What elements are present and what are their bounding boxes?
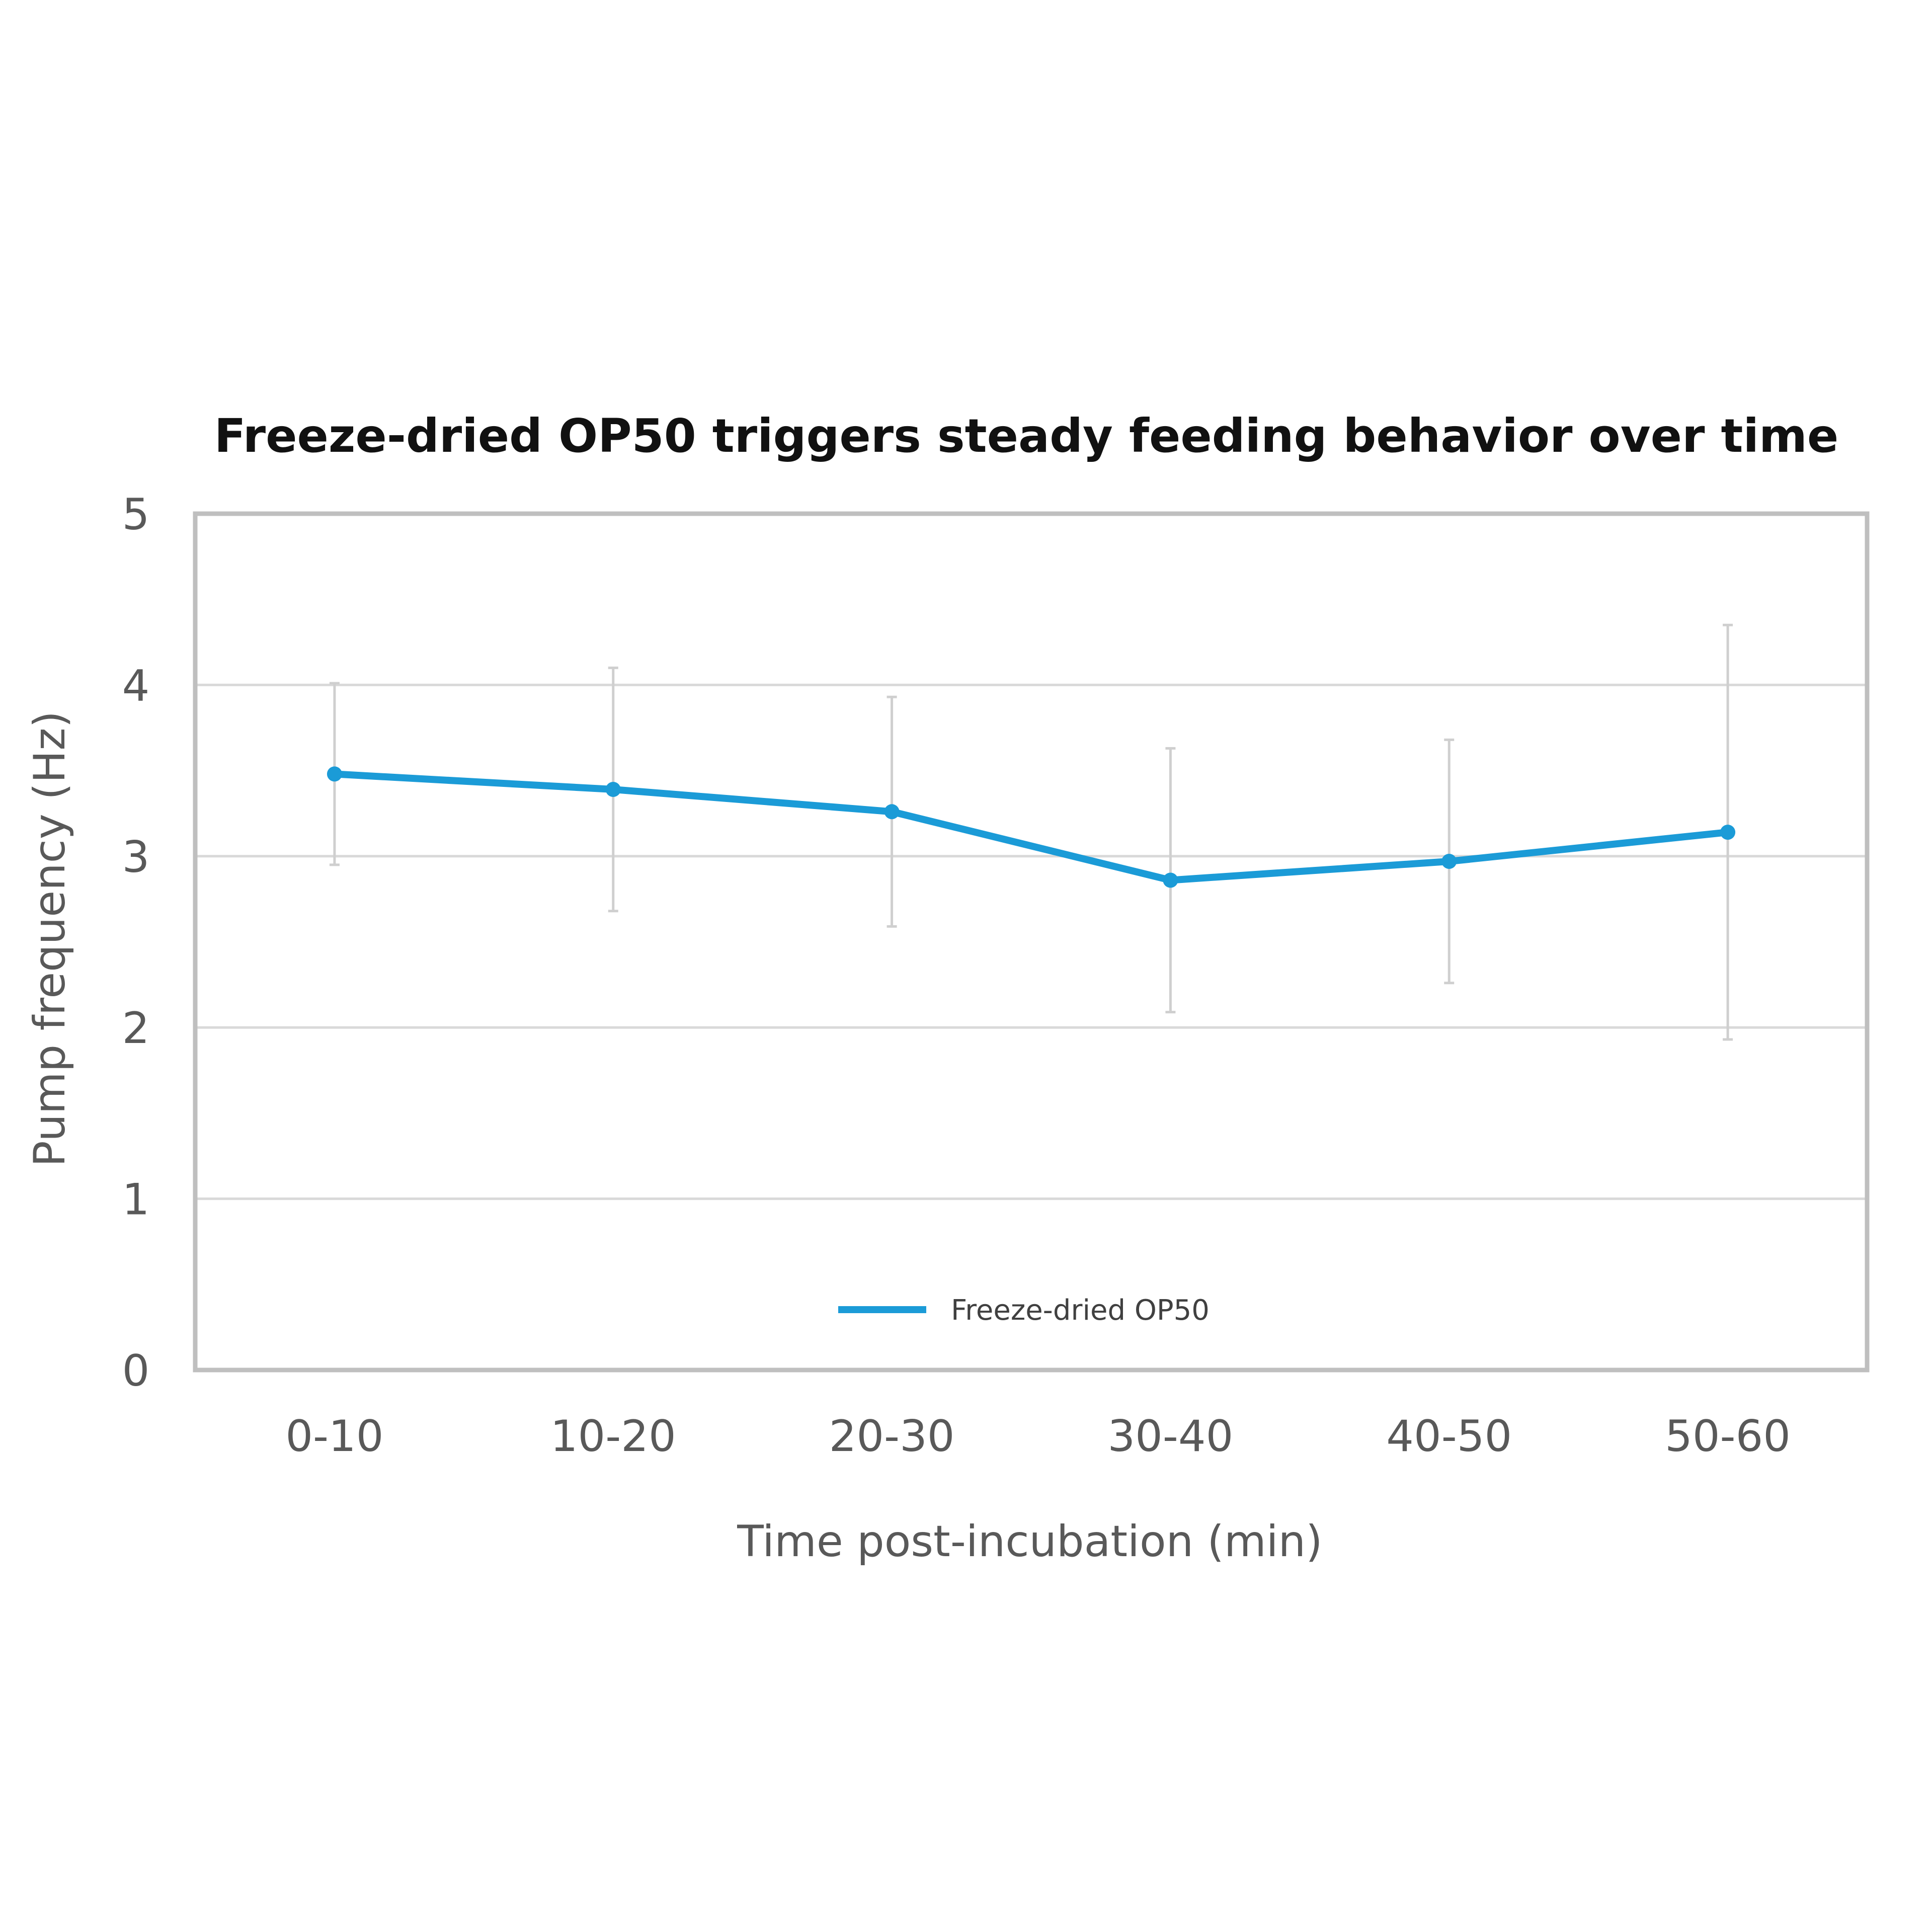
plot-area-frame bbox=[193, 511, 1870, 1373]
x-tick-label: 20-30 bbox=[829, 1411, 955, 1462]
data-point-marker bbox=[605, 782, 621, 797]
y-tick-label: 0 bbox=[122, 1346, 150, 1396]
chart-title: Freeze-dried OP50 triggers steady feedin… bbox=[214, 409, 1839, 463]
data-point-marker bbox=[1720, 825, 1736, 840]
x-tick-label: 50-60 bbox=[1665, 1411, 1791, 1462]
x-tick-label: 0-10 bbox=[285, 1411, 383, 1462]
x-axis-title: Time post-incubation (min) bbox=[737, 1516, 1322, 1567]
data-series bbox=[327, 766, 1736, 888]
data-point-marker bbox=[1163, 872, 1178, 888]
series-line bbox=[331, 770, 1732, 884]
y-tick-label: 4 bbox=[122, 661, 150, 711]
y-tick-label: 2 bbox=[122, 1003, 150, 1054]
y-tick-label: 5 bbox=[122, 490, 150, 540]
data-point-marker bbox=[884, 804, 900, 820]
x-axis-ticks: 0-10 10-20 20-30 30-40 40-50 50-60 bbox=[285, 1411, 1791, 1462]
gridlines bbox=[195, 683, 1867, 1200]
y-axis-ticks: 0 1 2 3 4 5 bbox=[122, 490, 150, 1396]
data-point-marker bbox=[1441, 854, 1457, 869]
legend: Freeze-dried OP50 bbox=[838, 1294, 1210, 1327]
legend-label: Freeze-dried OP50 bbox=[951, 1294, 1210, 1327]
x-tick-label: 40-50 bbox=[1386, 1411, 1512, 1462]
x-tick-label: 10-20 bbox=[550, 1411, 676, 1462]
y-tick-label: 3 bbox=[122, 832, 150, 882]
y-tick-label: 1 bbox=[122, 1175, 150, 1225]
data-point-marker bbox=[327, 766, 342, 782]
y-axis-title: Pump frequency (Hz) bbox=[25, 711, 75, 1167]
x-tick-label: 30-40 bbox=[1107, 1411, 1233, 1462]
